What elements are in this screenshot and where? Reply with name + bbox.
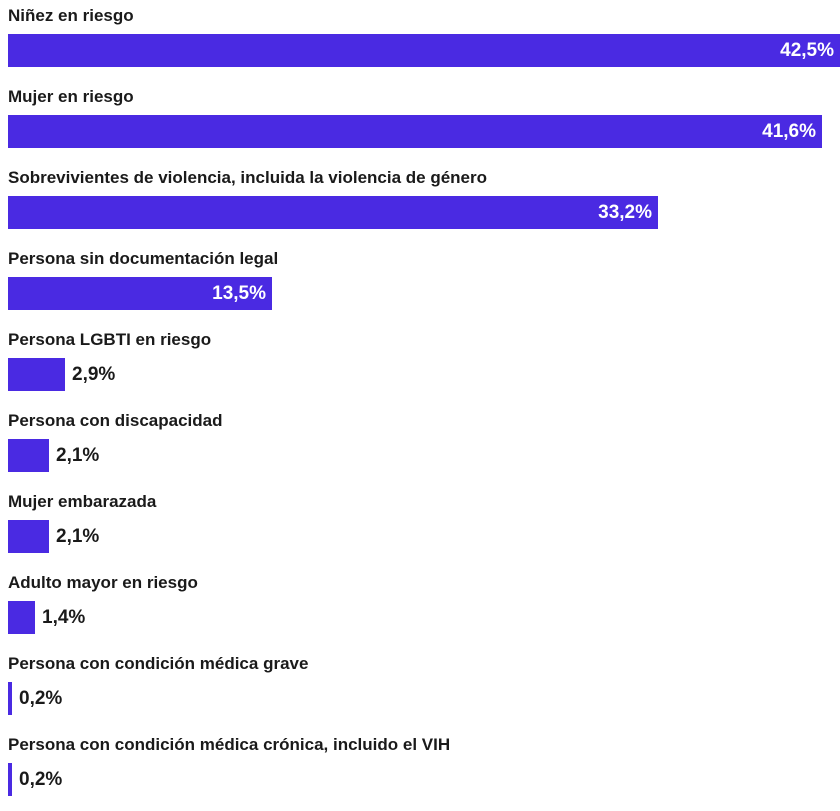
bar-row: Persona con condición médica crónica, in… (0, 731, 840, 811)
value-label: 1,4% (42, 607, 86, 628)
value-label: 42,5% (780, 40, 834, 61)
value-label: 33,2% (598, 202, 652, 223)
category-label: Persona con condición médica grave (8, 654, 309, 673)
category-label: Persona LGBTI en riesgo (8, 330, 212, 349)
bar (8, 439, 49, 472)
bar (8, 277, 272, 310)
bar (8, 763, 12, 796)
category-label: Adulto mayor en riesgo (8, 573, 198, 592)
bar (8, 358, 65, 391)
category-label: Mujer en riesgo (8, 87, 134, 106)
category-label: Persona con discapacidad (8, 411, 223, 430)
bar (8, 682, 12, 715)
value-label: 2,9% (72, 364, 116, 385)
bar-row: Persona LGBTI en riesgo 2,9% (0, 326, 840, 406)
bar (8, 601, 35, 634)
bar-row: Mujer en riesgo 41,6% (0, 83, 840, 163)
bar-row: Adulto mayor en riesgo 1,4% (0, 569, 840, 649)
bar-chart: Niñez en riesgo 42,5% Mujer en riesgo 41,6%… (0, 2, 840, 796)
value-label: 2,1% (56, 526, 100, 547)
bar-row: Persona sin documentación legal 13,5% (0, 245, 840, 325)
bar-row: Mujer embarazada 2,1% (0, 488, 840, 568)
bar-row: Niñez en riesgo 42,5% (0, 2, 840, 82)
category-label: Persona con condición médica crónica, in… (8, 735, 451, 754)
value-label: 0,2% (19, 769, 63, 790)
bar (8, 196, 658, 229)
bar (8, 34, 840, 67)
category-label: Mujer embarazada (8, 492, 157, 511)
category-label: Niñez en riesgo (8, 6, 134, 25)
bar (8, 115, 822, 148)
category-label: Persona sin documentación legal (8, 249, 279, 268)
value-label: 2,1% (56, 445, 100, 466)
bar (8, 520, 49, 553)
bar-row: Sobrevivientes de violencia, incluida la… (0, 164, 840, 244)
value-label: 13,5% (212, 283, 266, 304)
bar-row: Persona con condición médica grave 0,2% (0, 650, 840, 730)
category-label: Sobrevivientes de violencia, incluida la… (8, 168, 488, 187)
value-label: 41,6% (762, 121, 816, 142)
bar-row: Persona con discapacidad 2,1% (0, 407, 840, 487)
value-label: 0,2% (19, 688, 63, 709)
